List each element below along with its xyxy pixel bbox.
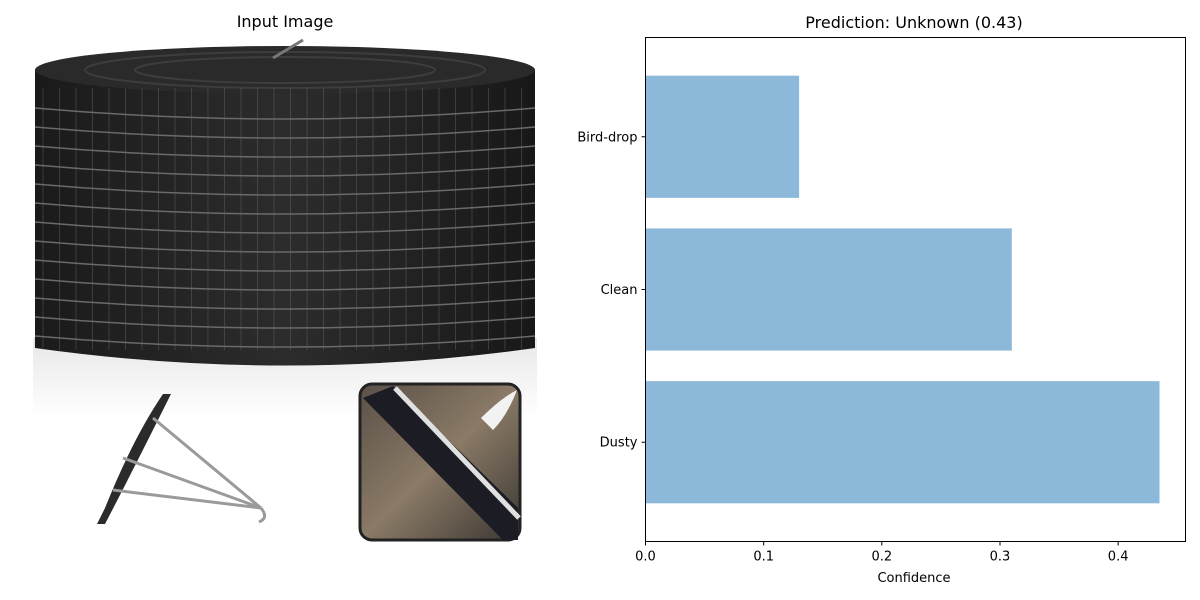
x-tick-label: 0.1: [753, 550, 774, 565]
clip-bracket: [97, 394, 266, 524]
bar-bird-drop: [645, 75, 800, 198]
chart-title: Prediction: Unknown (0.43): [805, 13, 1022, 32]
y-tick-label: Bird-drop: [577, 130, 637, 145]
input-image-title: Input Image: [236, 12, 334, 31]
x-tick-label: 0.2: [871, 550, 892, 565]
mesh-roll: [34, 38, 536, 366]
x-tick-label: 0.4: [1108, 550, 1129, 565]
x-axis-label: Confidence: [877, 571, 950, 586]
installed-photo: [358, 382, 522, 542]
bar-clean: [645, 228, 1012, 351]
x-tick-label: 0.3: [990, 550, 1011, 565]
bar-dusty: [645, 381, 1160, 504]
y-tick-label: Clean: [601, 283, 638, 298]
y-tick-label: Dusty: [600, 436, 638, 451]
x-tick-label: 0.0: [635, 550, 656, 565]
input-image: [33, 38, 537, 542]
